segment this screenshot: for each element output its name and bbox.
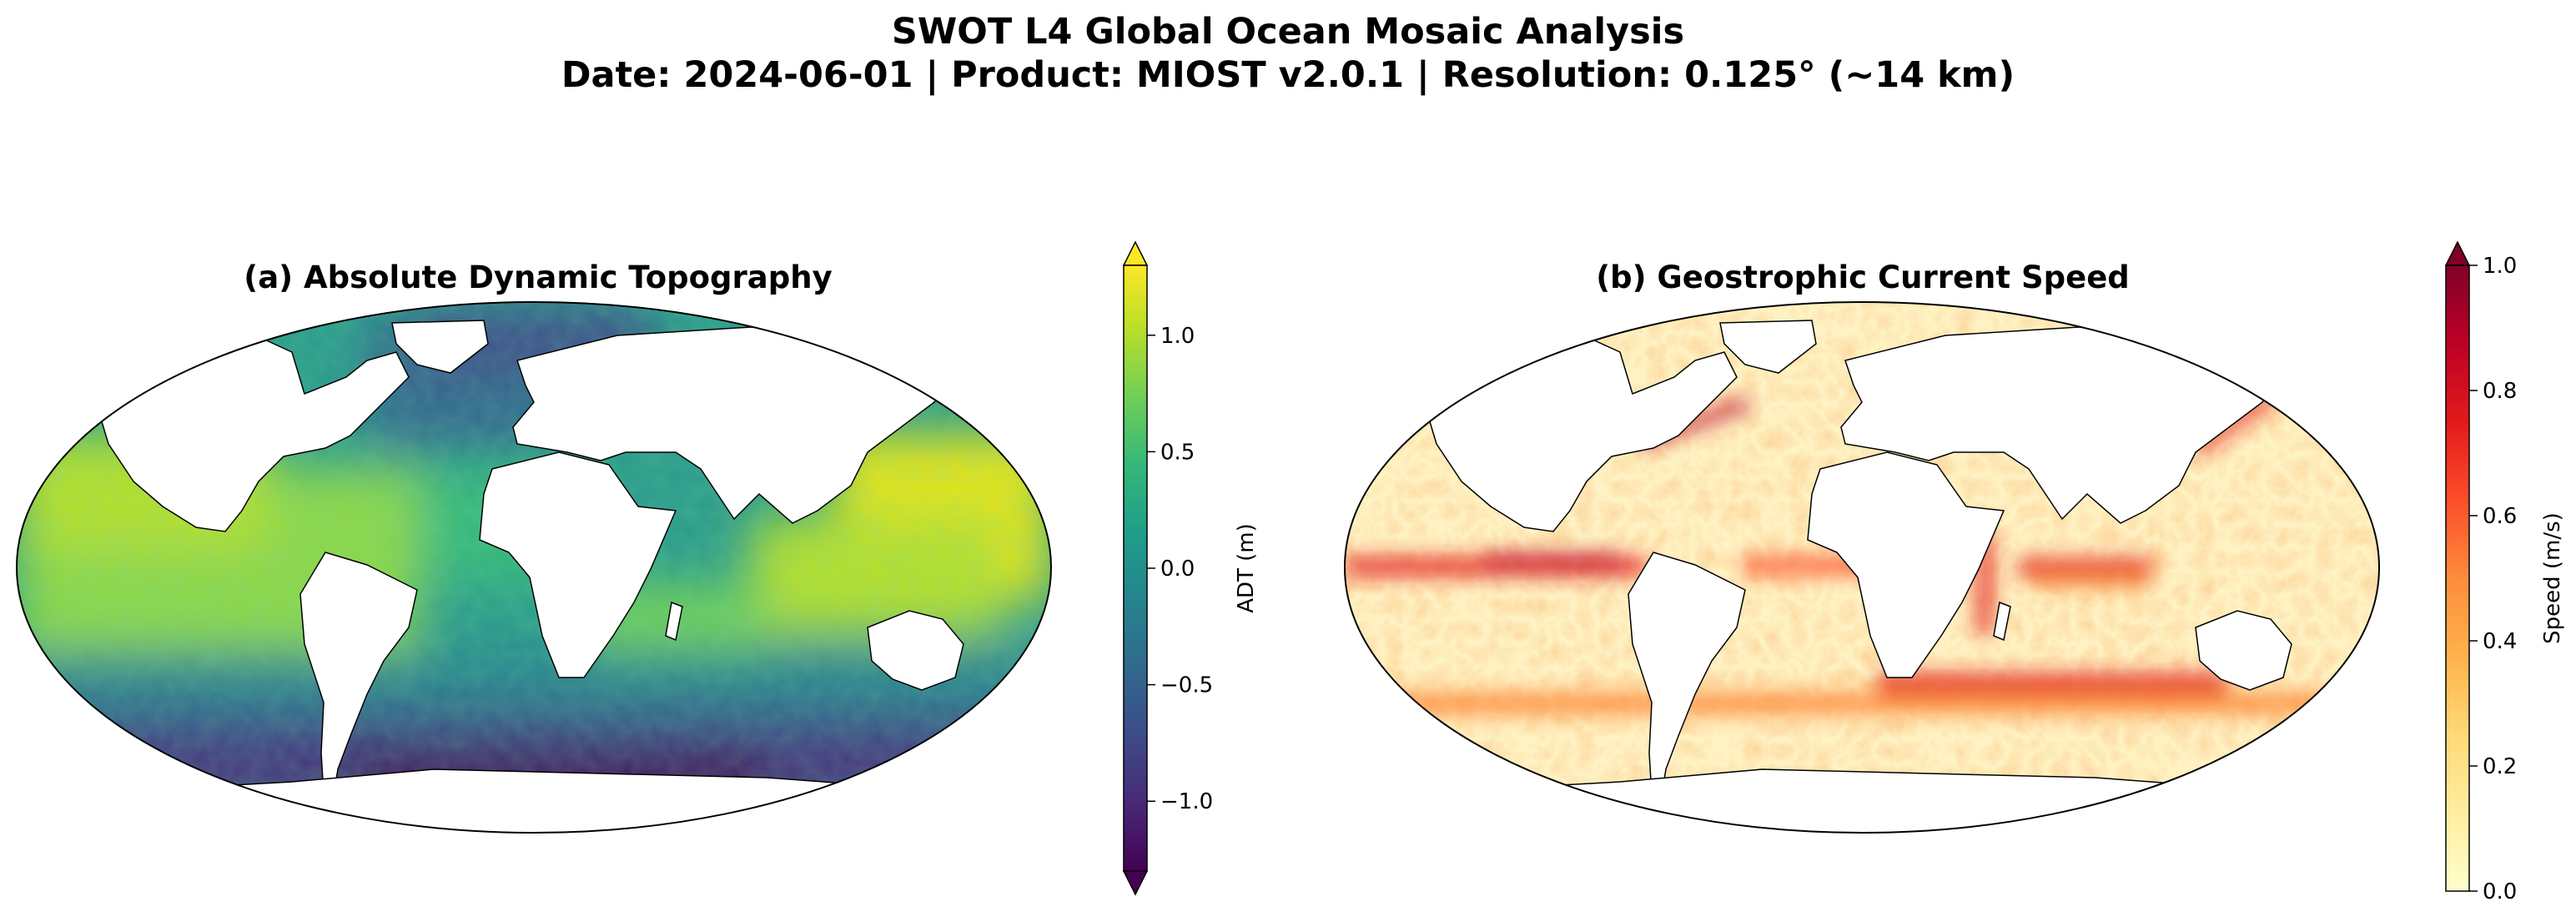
- colorbar-tick-label: −0.5: [1160, 673, 1213, 698]
- colorbar-speed-extend-max: [2444, 240, 2471, 266]
- panel-b-title: (b) Geostrophic Current Speed: [1596, 259, 2130, 295]
- colorbar-speed-ticks: 1.0 0.8 0.6 0.4 0.2 0.0: [2469, 254, 2517, 904]
- colorbar-tick-label: 0.0: [2483, 879, 2517, 904]
- colorbar-speed-label: Speed (m/s): [2540, 512, 2565, 644]
- colorbar-adt-bar: [1123, 265, 1148, 872]
- adt-map: [16, 301, 1052, 834]
- panel-a-title: (a) Absolute Dynamic Topography: [244, 259, 833, 295]
- colorbar-adt-extend-min: [1122, 870, 1149, 896]
- figure-title: SWOT L4 Global Ocean Mosaic Analysis: [891, 11, 1685, 53]
- colorbar-speed: 1.0 0.8 0.6 0.4 0.2 0.0 Speed (m/s): [2444, 240, 2565, 904]
- colorbar-tick-label: 0.5: [1160, 440, 1195, 465]
- colorbar-adt: 1.0 0.5 0.0 −0.5 −1.0 ADT (m): [1122, 240, 1259, 896]
- colorbar-tick-label: 0.8: [2483, 379, 2517, 404]
- speed-map: [1344, 301, 2380, 834]
- colorbar-adt-ticks: 1.0 0.5 0.0 −0.5 −1.0: [1147, 324, 1213, 814]
- colorbar-speed-bar: [2445, 265, 2470, 892]
- colorbar-tick-label: −1.0: [1160, 789, 1213, 814]
- colorbar-tick-label: 0.0: [1160, 557, 1195, 582]
- colorbar-adt-extend-max: [1122, 240, 1149, 266]
- figure-subtitle: Date: 2024-06-01 | Product: MIOST v2.0.1…: [561, 54, 2015, 96]
- colorbar-tick-label: 1.0: [1160, 324, 1195, 349]
- colorbar-tick-label: 1.0: [2483, 254, 2517, 279]
- colorbar-tick-label: 0.4: [2483, 629, 2517, 654]
- colorbar-adt-label: ADT (m): [1234, 523, 1259, 613]
- colorbar-tick-label: 0.6: [2483, 504, 2517, 529]
- colorbar-tick-label: 0.2: [2483, 754, 2517, 779]
